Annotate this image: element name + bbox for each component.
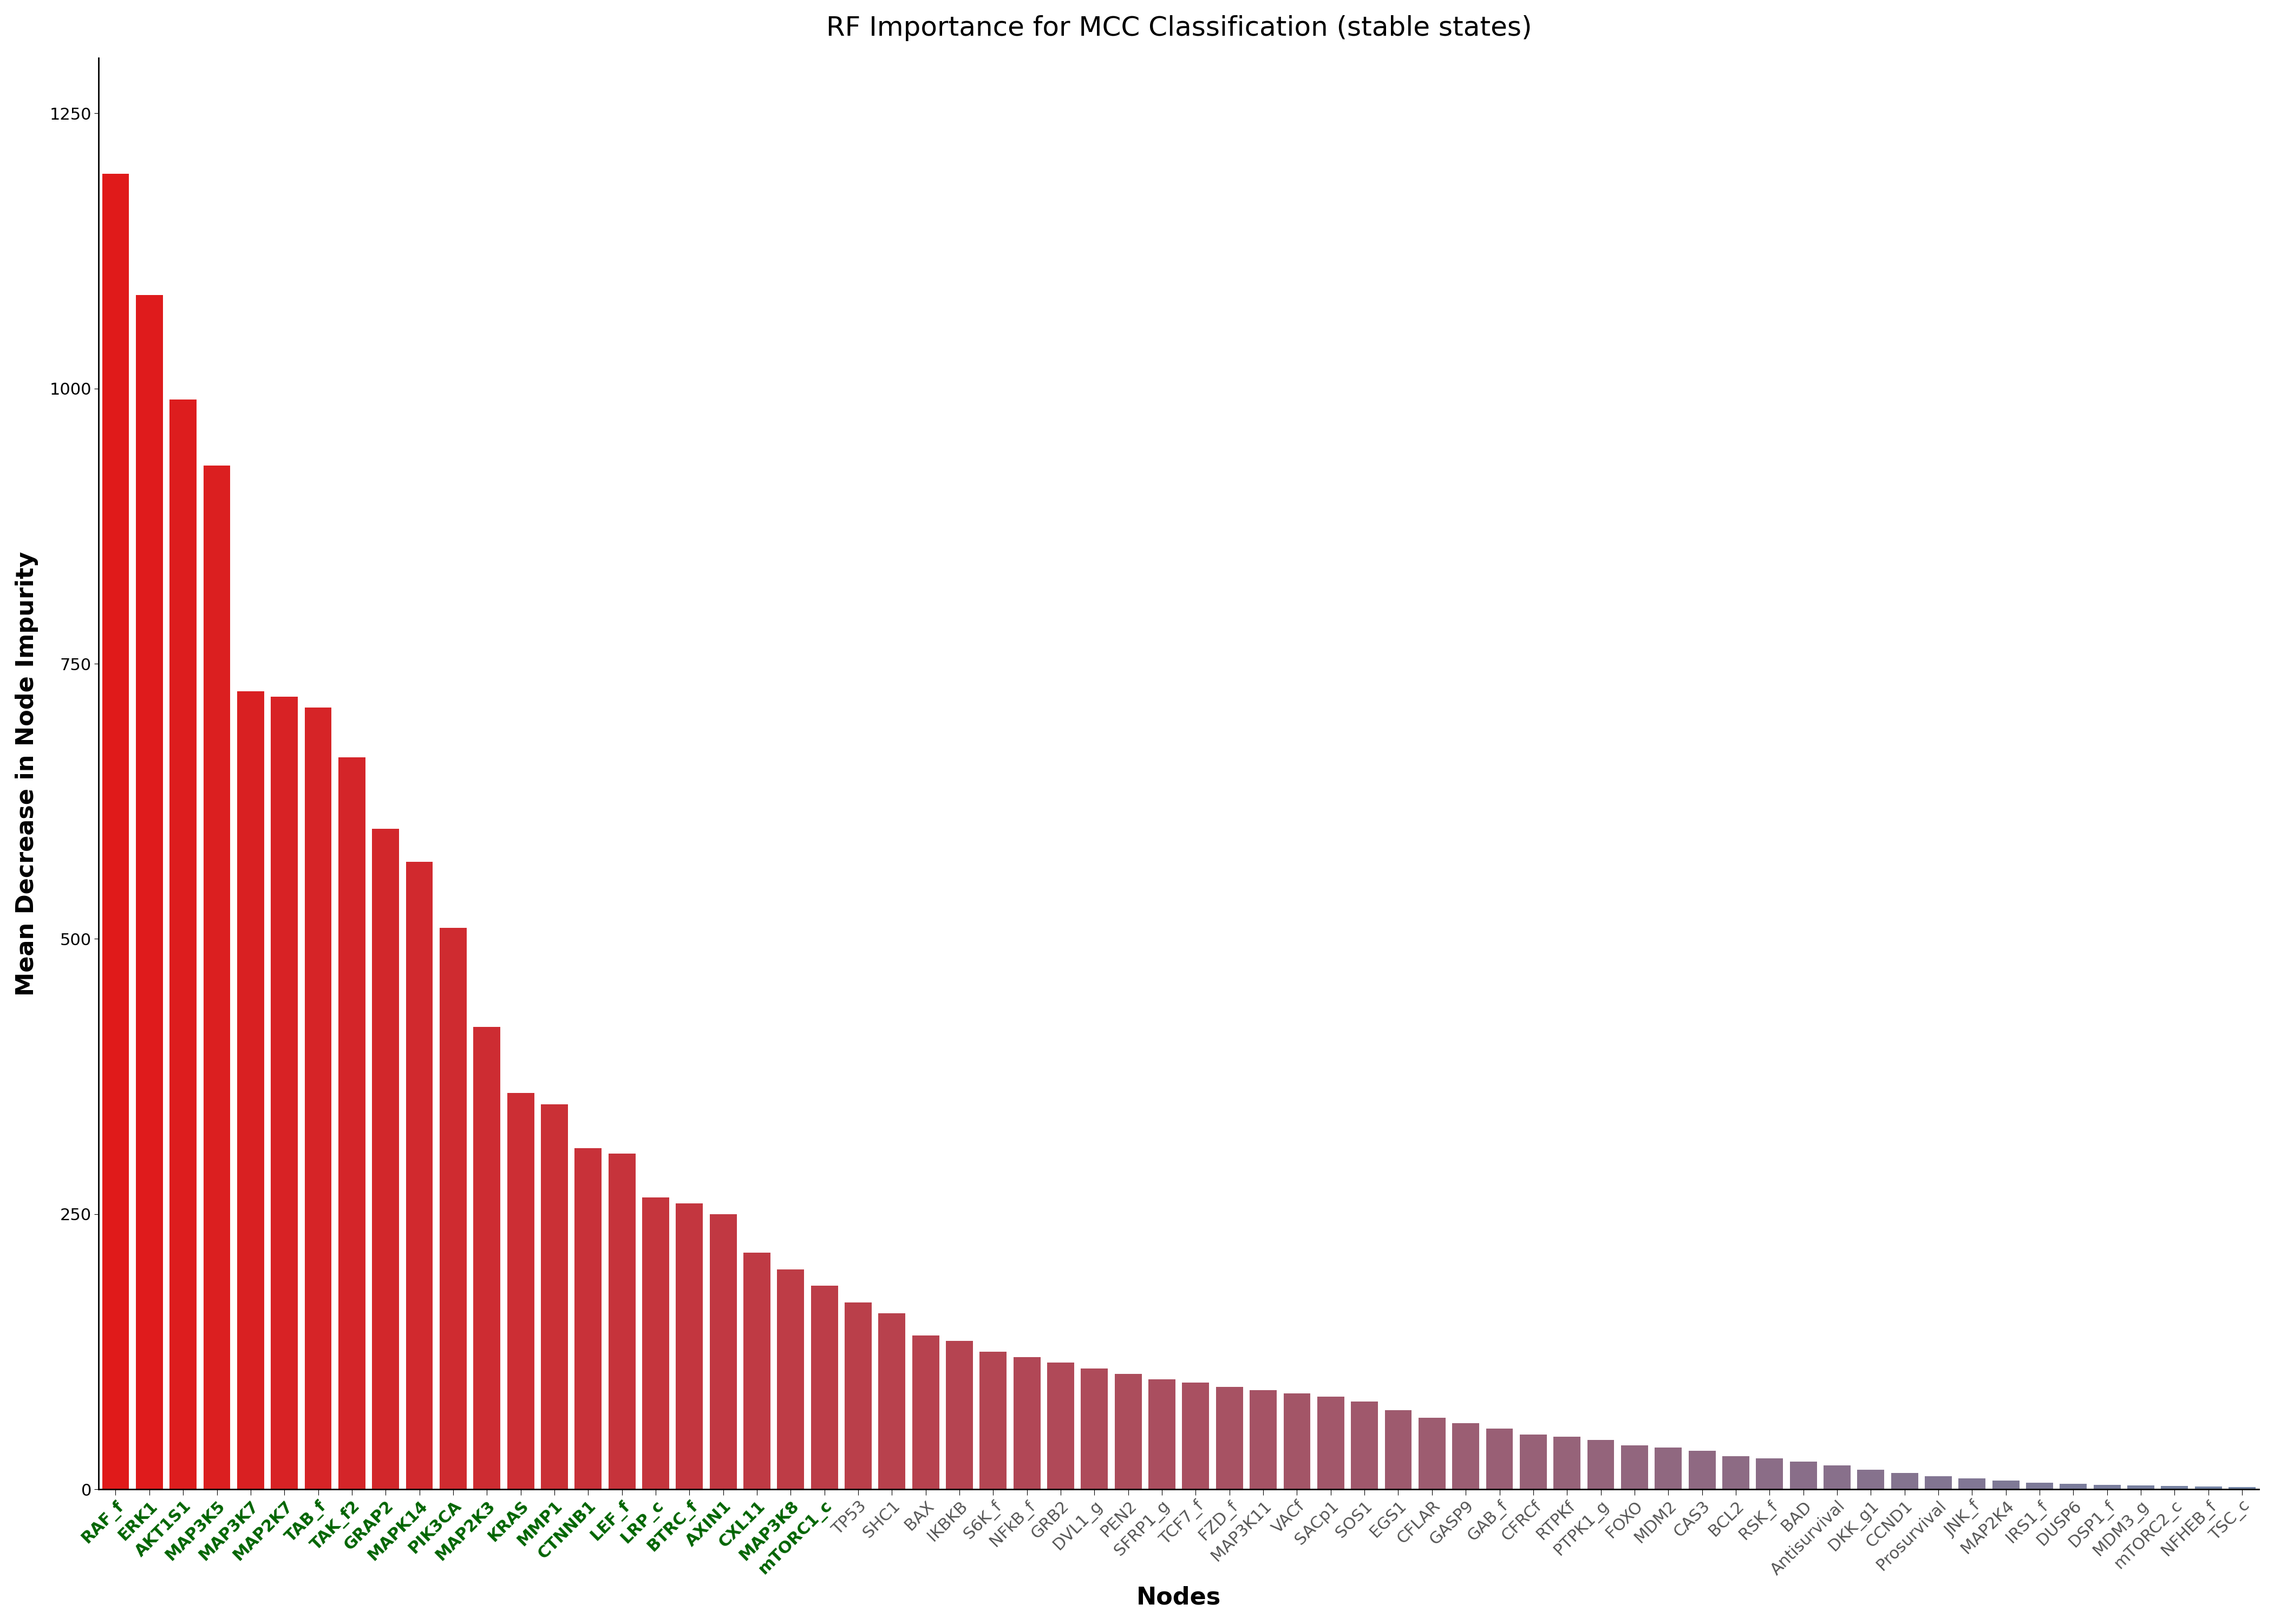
Bar bbox=[2060, 1484, 2088, 1489]
Bar bbox=[202, 466, 230, 1489]
Bar bbox=[236, 692, 264, 1489]
Bar bbox=[1385, 1410, 1412, 1489]
Bar bbox=[1824, 1465, 1851, 1489]
Bar bbox=[1621, 1445, 1649, 1489]
Bar bbox=[1148, 1379, 1176, 1489]
Bar bbox=[609, 1153, 634, 1489]
Bar bbox=[1756, 1458, 1783, 1489]
Bar bbox=[305, 708, 332, 1489]
Bar bbox=[1080, 1369, 1107, 1489]
Bar bbox=[1351, 1402, 1378, 1489]
Bar bbox=[1182, 1382, 1210, 1489]
Bar bbox=[1419, 1418, 1446, 1489]
X-axis label: Nodes: Nodes bbox=[1137, 1585, 1221, 1609]
Title: RF Importance for MCC Classification (stable states): RF Importance for MCC Classification (st… bbox=[825, 15, 1533, 41]
Bar bbox=[778, 1270, 805, 1489]
Bar bbox=[507, 1093, 534, 1489]
Bar bbox=[1924, 1476, 1951, 1489]
Bar bbox=[102, 174, 130, 1489]
Bar bbox=[980, 1351, 1007, 1489]
Bar bbox=[541, 1104, 568, 1489]
Bar bbox=[1790, 1462, 1817, 1489]
Bar bbox=[675, 1203, 703, 1489]
Bar bbox=[1283, 1393, 1310, 1489]
Bar bbox=[1690, 1450, 1715, 1489]
Bar bbox=[1858, 1470, 1885, 1489]
Bar bbox=[271, 697, 298, 1489]
Bar bbox=[1992, 1481, 2019, 1489]
Bar bbox=[1553, 1437, 1580, 1489]
Bar bbox=[2229, 1488, 2256, 1489]
Bar bbox=[473, 1026, 500, 1489]
Bar bbox=[641, 1197, 669, 1489]
Bar bbox=[1048, 1363, 1073, 1489]
Bar bbox=[1892, 1473, 1917, 1489]
Bar bbox=[1014, 1358, 1041, 1489]
Bar bbox=[1251, 1390, 1276, 1489]
Bar bbox=[339, 757, 366, 1489]
Y-axis label: Mean Decrease in Node Impurity: Mean Decrease in Node Impurity bbox=[16, 552, 39, 996]
Bar bbox=[2094, 1484, 2122, 1489]
Bar bbox=[2026, 1483, 2053, 1489]
Bar bbox=[1587, 1440, 1615, 1489]
Bar bbox=[844, 1302, 871, 1489]
Bar bbox=[2126, 1486, 2153, 1489]
Bar bbox=[1485, 1429, 1512, 1489]
Bar bbox=[439, 927, 466, 1489]
Bar bbox=[1217, 1387, 1244, 1489]
Bar bbox=[878, 1314, 905, 1489]
Bar bbox=[2160, 1486, 2188, 1489]
Bar bbox=[709, 1215, 737, 1489]
Bar bbox=[1958, 1478, 1985, 1489]
Bar bbox=[136, 296, 164, 1489]
Bar bbox=[1453, 1423, 1480, 1489]
Bar bbox=[744, 1252, 771, 1489]
Bar bbox=[1721, 1457, 1749, 1489]
Bar bbox=[2194, 1486, 2222, 1489]
Bar bbox=[1655, 1447, 1683, 1489]
Bar bbox=[171, 400, 196, 1489]
Bar bbox=[1317, 1397, 1344, 1489]
Bar bbox=[405, 862, 432, 1489]
Bar bbox=[912, 1335, 939, 1489]
Bar bbox=[812, 1286, 837, 1489]
Bar bbox=[575, 1148, 603, 1489]
Bar bbox=[1519, 1434, 1546, 1489]
Bar bbox=[373, 828, 400, 1489]
Bar bbox=[946, 1341, 973, 1489]
Bar bbox=[1114, 1374, 1142, 1489]
